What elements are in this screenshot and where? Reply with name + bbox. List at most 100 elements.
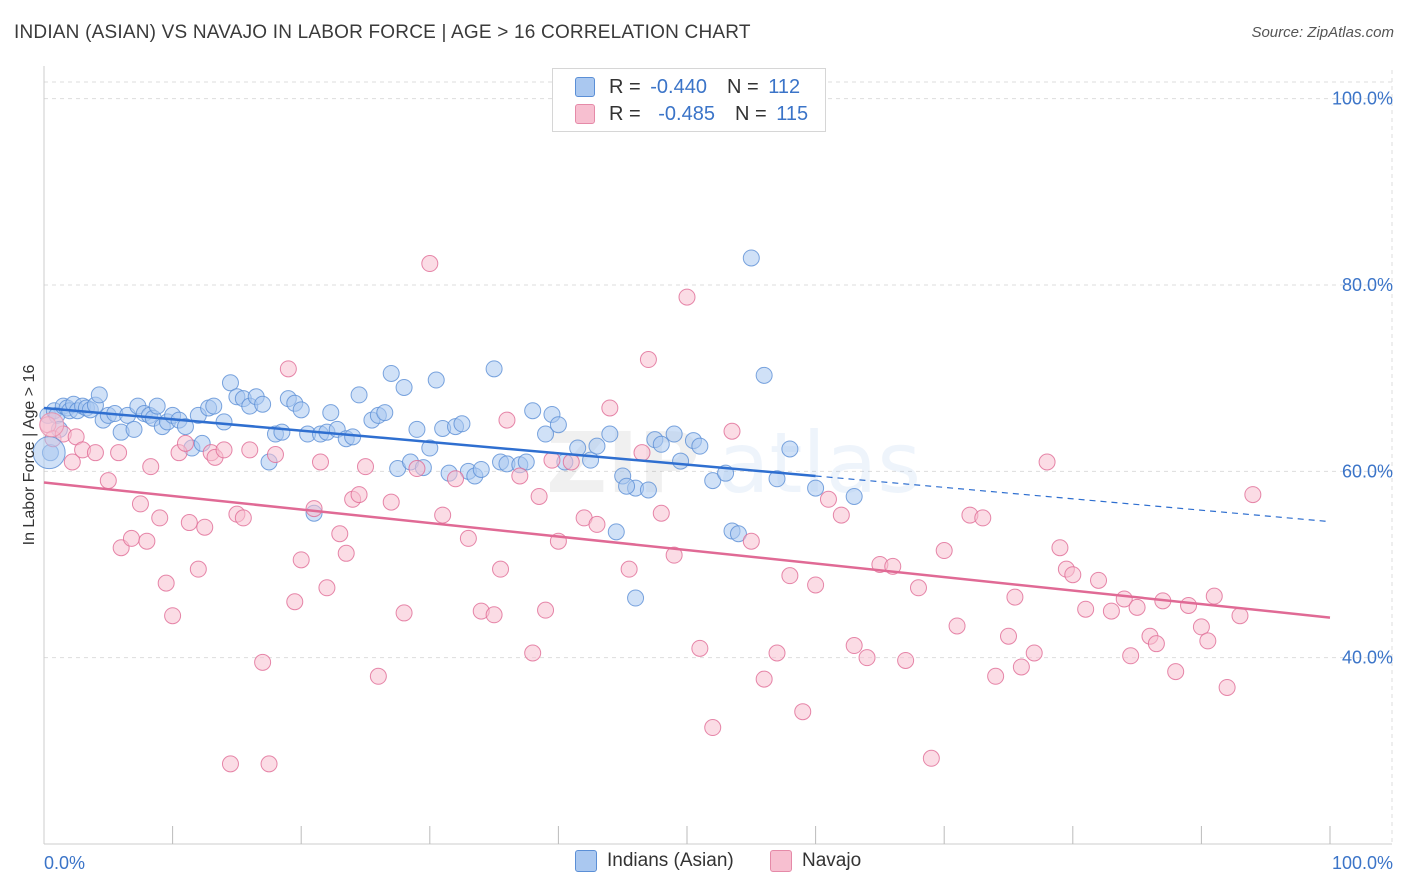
- point-navajo: [620, 560, 638, 578]
- point-navajo: [1077, 600, 1095, 618]
- point-navajo: [305, 500, 323, 518]
- point-navajo: [131, 495, 149, 513]
- watermark-atlas: atlas: [718, 414, 921, 512]
- legend-item-indians[interactable]: Indians (Asian): [575, 850, 734, 872]
- point-navajo: [138, 532, 156, 550]
- point-navajo: [369, 667, 387, 685]
- point-navajo: [832, 506, 850, 524]
- point-indians: [729, 525, 747, 543]
- point-navajo: [157, 574, 175, 592]
- chart-title: INDIAN (ASIAN) VS NAVAJO IN LABOR FORCE …: [14, 22, 751, 43]
- point-navajo: [1218, 678, 1236, 696]
- point-navajo: [1180, 596, 1198, 614]
- point-navajo: [1006, 588, 1024, 606]
- y-tick-label: 80.0%: [1342, 275, 1393, 295]
- point-navajo: [562, 453, 580, 471]
- point-indians: [691, 437, 709, 455]
- point-navajo: [807, 576, 825, 594]
- legend-label-navajo: Navajo: [802, 850, 862, 871]
- point-navajo: [794, 703, 812, 721]
- x-tick-label: 100.0%: [1332, 853, 1393, 873]
- point-indians: [485, 360, 503, 378]
- series-legend: Indians (Asian) Navajo: [0, 850, 1406, 878]
- point-indians: [453, 415, 471, 433]
- point-navajo: [318, 579, 336, 597]
- point-navajo: [485, 606, 503, 624]
- point-indians: [395, 378, 413, 396]
- y-tick-label: 100.0%: [1332, 89, 1393, 109]
- point-navajo: [974, 509, 992, 527]
- point-indians: [176, 418, 194, 436]
- point-navajo: [1205, 587, 1223, 605]
- legend-swatch-navajo: [770, 850, 792, 872]
- point-navajo: [421, 255, 439, 273]
- point-navajo: [1128, 598, 1146, 616]
- point-navajo: [755, 670, 773, 688]
- point-indians: [408, 420, 426, 438]
- point-navajo: [987, 667, 1005, 685]
- point-indians: [292, 401, 310, 419]
- point-indians: [549, 416, 567, 434]
- point-navajo: [691, 639, 709, 657]
- point-navajo: [311, 453, 329, 471]
- point-navajo: [543, 451, 561, 469]
- legend-r-label: R =: [609, 75, 641, 98]
- point-navajo: [909, 579, 927, 597]
- point-navajo: [266, 446, 284, 464]
- point-navajo: [331, 525, 349, 543]
- point-indians: [618, 477, 636, 495]
- point-indians: [768, 470, 786, 488]
- point-indians: [781, 440, 799, 458]
- point-navajo: [447, 470, 465, 488]
- point-indians: [421, 439, 439, 457]
- point-navajo: [742, 532, 760, 550]
- point-navajo-large: [39, 412, 65, 438]
- trend-line-indians-extension: [815, 475, 1331, 523]
- point-indians: [90, 386, 108, 404]
- point-indians: [205, 397, 223, 415]
- point-navajo: [292, 551, 310, 569]
- point-navajo: [241, 441, 259, 459]
- point-navajo: [1199, 632, 1217, 650]
- point-navajo: [1167, 663, 1185, 681]
- point-navajo: [781, 567, 799, 585]
- point-indians: [742, 249, 760, 267]
- point-navajo: [395, 604, 413, 622]
- x-tick-labels: 0.0% 100.0%: [44, 853, 1393, 873]
- legend-swatch-indians: [575, 77, 595, 97]
- point-navajo: [357, 458, 374, 476]
- point-indians: [607, 523, 625, 541]
- legend-r-value: -0.485: [658, 102, 715, 125]
- point-navajo: [665, 546, 683, 564]
- legend-item-navajo[interactable]: Navajo: [770, 850, 861, 872]
- point-navajo: [86, 444, 104, 462]
- point-indians: [221, 374, 239, 392]
- point-navajo: [176, 434, 194, 452]
- point-navajo: [221, 755, 239, 773]
- gridlines: [44, 70, 1393, 844]
- point-navajo: [1012, 658, 1030, 676]
- point-indians: [524, 402, 542, 420]
- point-navajo: [164, 607, 182, 625]
- legend-n-label: N =: [726, 75, 759, 98]
- point-indians: [517, 453, 535, 471]
- point-navajo: [122, 529, 140, 547]
- legend-n-value: 112: [768, 75, 801, 98]
- point-navajo: [897, 651, 915, 669]
- point-navajo: [633, 444, 651, 462]
- point-indians: [273, 423, 291, 441]
- point-indians: [601, 425, 619, 443]
- point-indians: [322, 404, 340, 422]
- point-indians: [652, 435, 670, 453]
- point-navajo: [234, 509, 252, 527]
- legend-row-navajo: R = -0.485 N = 115: [575, 101, 808, 127]
- y-tick-labels: 40.0% 60.0% 80.0% 100.0%: [1332, 89, 1393, 668]
- point-navajo: [948, 617, 966, 635]
- point-navajo: [845, 637, 863, 655]
- point-indians: [704, 472, 722, 490]
- y-tick-label: 40.0%: [1342, 648, 1393, 668]
- point-navajo: [1000, 627, 1017, 645]
- point-navajo: [704, 719, 722, 737]
- point-navajo: [142, 458, 160, 476]
